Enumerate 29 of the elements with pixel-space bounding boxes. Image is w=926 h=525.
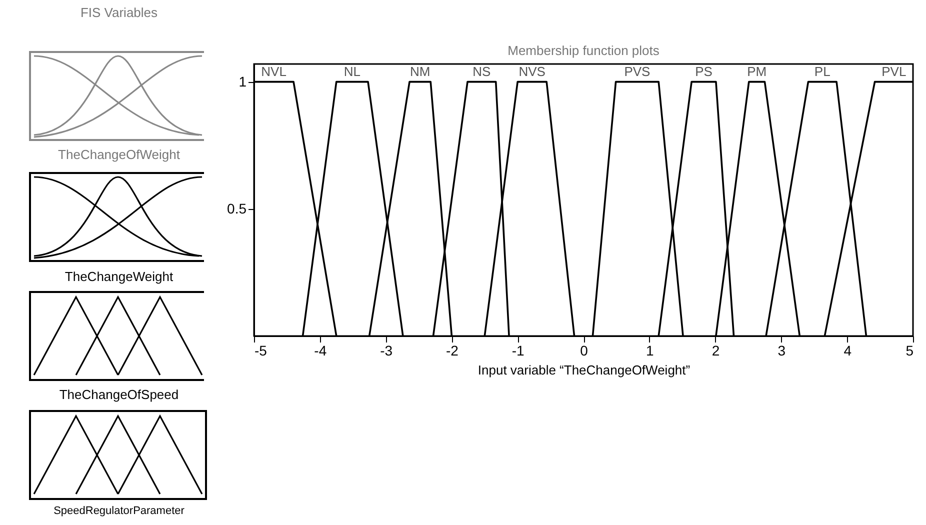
x-tick-label: -3: [380, 342, 393, 358]
series-label: NVS: [518, 64, 546, 79]
text: TheChangeOfSpeed: [58, 387, 180, 402]
chart-title: Membership function plots: [508, 43, 660, 58]
x-tick-label: 5: [906, 342, 914, 358]
series-label: PM: [747, 64, 767, 79]
y-tick-label: 0.5: [227, 200, 247, 216]
x-tick-label: 2: [712, 342, 720, 358]
x-tick-label: -5: [254, 342, 268, 358]
series-label: PL: [814, 64, 830, 79]
series-label: PS: [695, 64, 713, 79]
series-label: NM: [410, 64, 430, 79]
x-axis-title: Input variable “TheChangeOfWeight”: [478, 362, 690, 378]
text: SpeedRegulatorParameter: [52, 505, 186, 517]
series-label: NL: [344, 64, 361, 79]
text: FIS Variables: [79, 5, 159, 20]
text: TheChangeWeight: [64, 269, 174, 284]
x-tick-label: 3: [778, 342, 786, 358]
x-tick-label: -4: [314, 342, 327, 358]
x-tick-label: 1: [646, 342, 654, 358]
series-label: NVL: [261, 64, 286, 79]
x-tick-label: -2: [446, 342, 459, 358]
x-tick-label: 0: [580, 342, 588, 358]
x-tick-label: -1: [512, 342, 525, 358]
x-tick-label: 4: [844, 342, 852, 358]
text: TheChangeOfWeight: [57, 147, 181, 162]
series-label: NS: [472, 64, 492, 79]
series-label: PVL: [882, 64, 906, 79]
series-label: PVS: [624, 64, 651, 79]
